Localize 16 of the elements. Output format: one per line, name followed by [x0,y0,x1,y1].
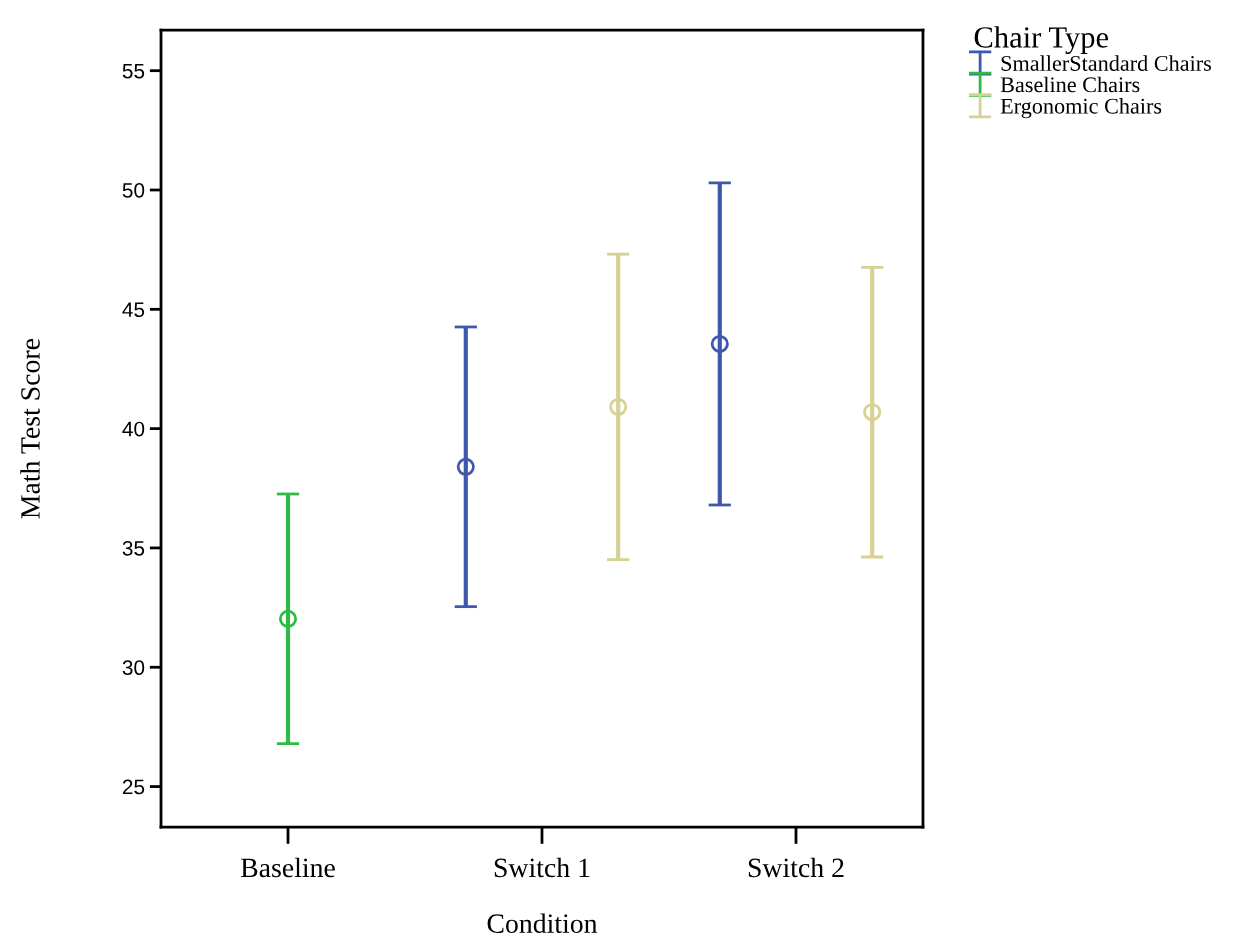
x-tick-label: Switch 1 [494,857,590,878]
legend-label: Ergonomic Chairs [1000,98,1162,119]
y-tick-label: 35 [122,540,145,556]
y-axis-title: Math Test Score [20,339,40,519]
y-tick-label: 50 [122,183,145,198]
x-tick-label: Baseline [240,857,335,878]
y-tick-label: 45 [122,302,145,318]
y-tick-label: 30 [122,660,145,676]
legend-title: Chair Type [974,26,1109,54]
y-tick-label: 55 [122,63,145,79]
y-tick-label: 40 [122,421,145,437]
y-tick-label: 25 [122,779,145,795]
x-axis-title: Condition [487,913,598,933]
legend-label: SmallerStandard Chairs [1001,55,1211,71]
x-tick-label: Switch 2 [748,857,844,878]
legend-label: Baseline Chairs [1000,76,1140,93]
